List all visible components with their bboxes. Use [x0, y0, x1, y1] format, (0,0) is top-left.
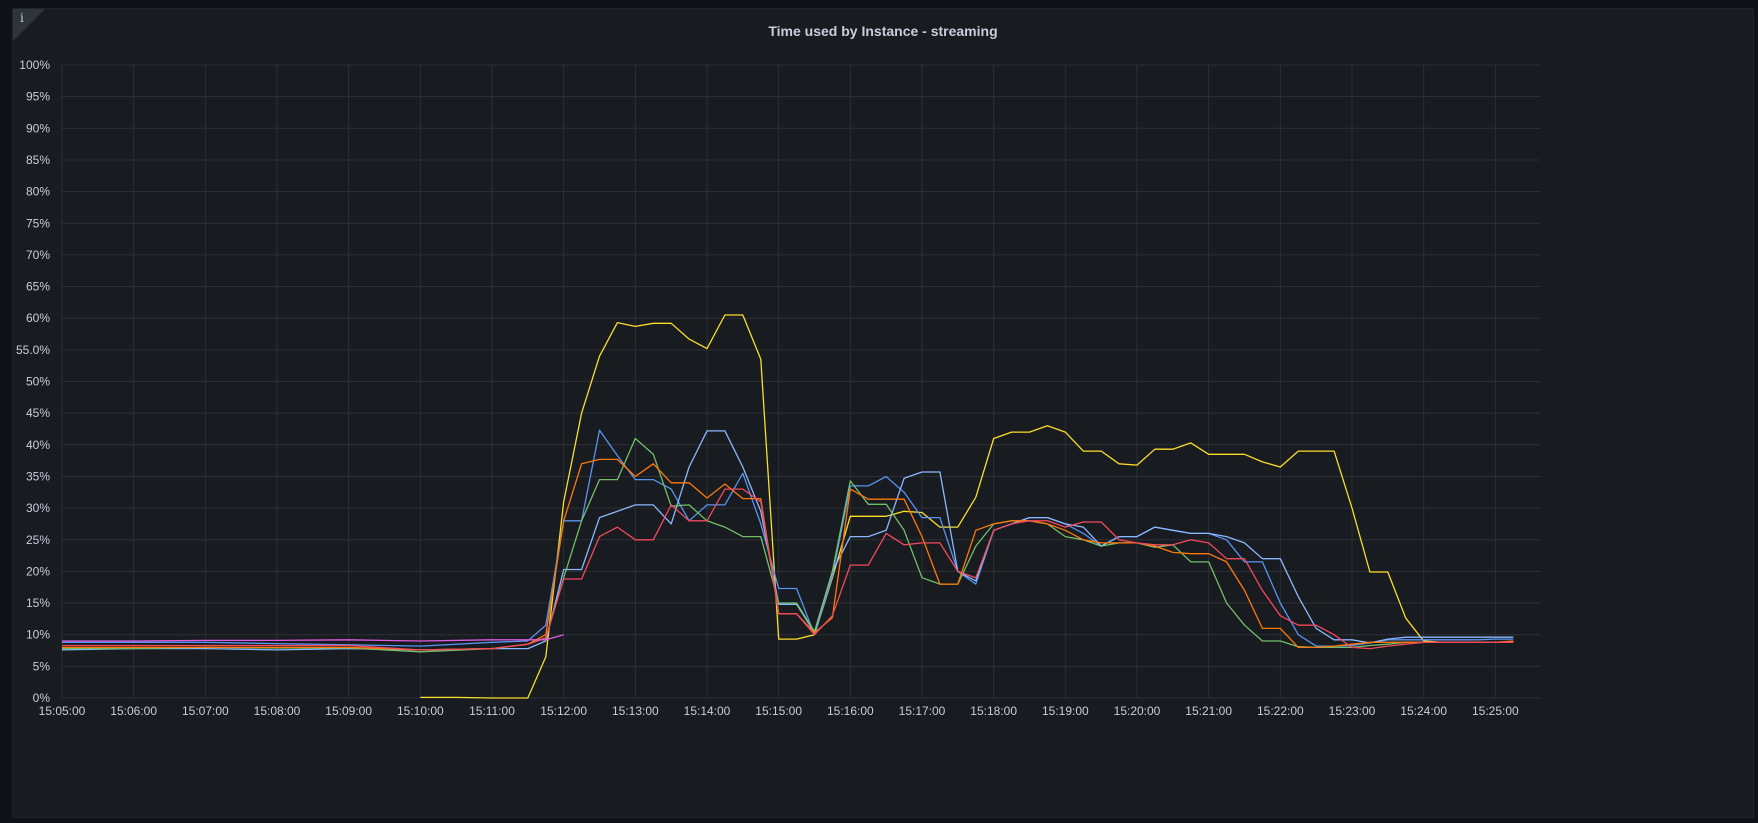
series-layer	[61, 314, 1514, 699]
x-tick-label: 15:15:00	[755, 704, 802, 718]
y-tick-label: 10%	[26, 628, 50, 642]
x-tick-label: 15:07:00	[182, 704, 229, 718]
series-line-3[interactable]	[61, 430, 1514, 651]
y-tick-label: 90%	[26, 121, 50, 135]
grid-layer	[61, 64, 1540, 699]
series-line-6[interactable]	[62, 488, 1514, 651]
series-line-7[interactable]	[62, 634, 564, 642]
x-tick-label: 15:11:00	[469, 704, 515, 718]
y-tick-label: 45%	[26, 406, 50, 420]
y-tick-label: 20%	[26, 564, 50, 578]
y-tick-label: 5%	[33, 659, 51, 673]
series-line-4[interactable]	[62, 437, 1514, 653]
y-tick-label: 25%	[26, 533, 50, 547]
info-icon[interactable]: i	[20, 11, 24, 25]
series-line-1[interactable]	[420, 314, 1514, 699]
x-tick-label: 15:22:00	[1257, 704, 1304, 718]
x-tick-label: 15:18:00	[970, 704, 1017, 718]
y-tick-label: 95%	[26, 90, 50, 104]
x-tick-label: 15:12:00	[540, 704, 587, 718]
x-tick-label: 15:23:00	[1329, 704, 1376, 718]
x-tick-label: 15:17:00	[899, 704, 946, 718]
y-tick-label: 50%	[26, 375, 50, 389]
y-tick-label: 40%	[26, 438, 50, 452]
panel-info-corner[interactable]: i	[13, 9, 45, 41]
y-tick-label: 0%	[33, 691, 51, 705]
y-tick-label: 70%	[26, 248, 50, 262]
y-tick-label: 60%	[26, 311, 50, 325]
y-tick-label: 35%	[26, 469, 50, 483]
y-tick-label: 65%	[26, 280, 50, 294]
x-tick-label: 15:24:00	[1400, 704, 1447, 718]
y-tick-label: 85%	[26, 153, 50, 167]
x-tick-label: 15:19:00	[1042, 704, 1089, 718]
x-tick-label: 15:14:00	[684, 704, 731, 718]
x-tick-label: 15:05:00	[39, 704, 86, 718]
x-tick-label: 15:16:00	[827, 704, 874, 718]
y-tick-label: 30%	[26, 501, 50, 515]
panel-title: Time used by Instance - streaming	[768, 23, 998, 39]
y-tick-label: 15%	[26, 596, 50, 610]
y-tick-label: 100%	[19, 58, 50, 72]
x-tick-label: 15:10:00	[397, 704, 444, 718]
y-axis-ticks: 0% 5% 10% 15% 20% 25% 30% 35% 40% 45% 50% 55.0% 60% 6…	[16, 58, 50, 705]
x-tick-label: 15:25:00	[1472, 704, 1519, 718]
series-line-5[interactable]	[62, 458, 1514, 651]
y-tick-label: 80%	[26, 185, 50, 199]
x-tick-label: 15:09:00	[325, 704, 372, 718]
chart-panel: i Time used by Instance - streaming 0% 5%…	[12, 8, 1754, 818]
x-tick-label: 15:06:00	[110, 704, 157, 718]
x-tick-label: 15:20:00	[1114, 704, 1161, 718]
y-tick-label: 75%	[26, 216, 50, 230]
x-axis-ticks: 15:05:00 15:06:00 15:07:00 15:08:00 15:09:00…	[39, 704, 1519, 718]
y-tick-label: 55.0%	[16, 343, 50, 357]
x-tick-label: 15:08:00	[254, 704, 301, 718]
x-tick-label: 15:13:00	[612, 704, 659, 718]
line-chart: 0% 5% 10% 15% 20% 25% 30% 35% 40% 45% 50% 55.0% 60% 6…	[16, 58, 1540, 718]
x-tick-label: 15:21:00	[1185, 704, 1232, 718]
